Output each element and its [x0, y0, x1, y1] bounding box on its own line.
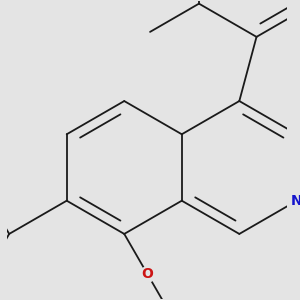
Text: N: N	[291, 194, 300, 208]
Text: O: O	[142, 267, 153, 281]
